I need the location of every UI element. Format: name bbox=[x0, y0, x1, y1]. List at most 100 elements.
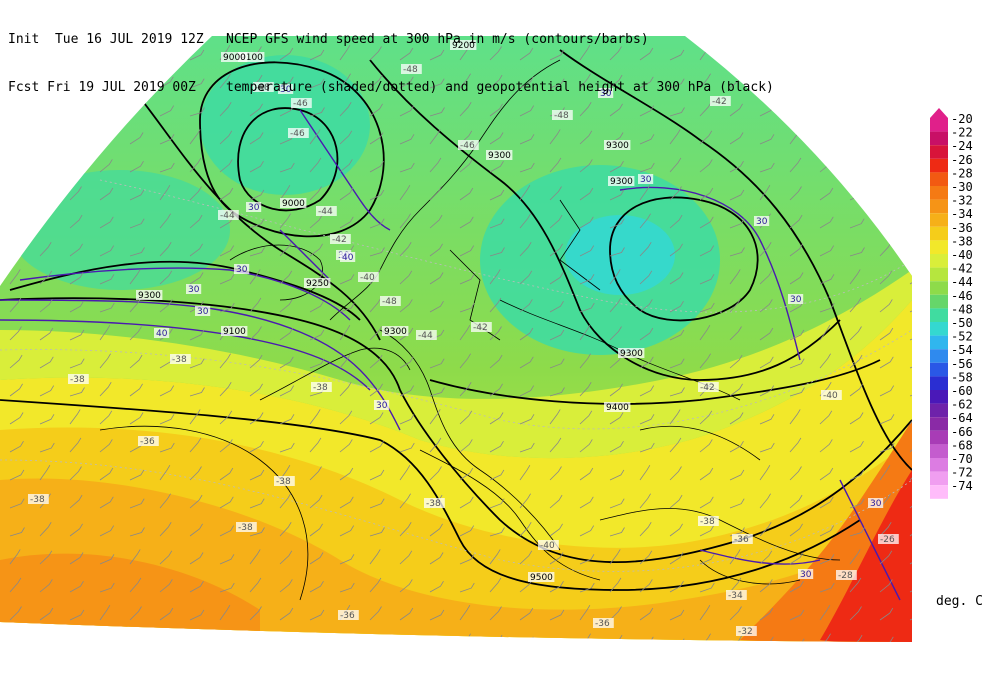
wind-barb bbox=[189, 243, 203, 257]
wind-barb bbox=[219, 73, 231, 89]
wind-barb bbox=[819, 410, 833, 425]
temperature-label: -38 bbox=[172, 355, 187, 365]
height-label-box bbox=[221, 326, 248, 336]
wind-barb bbox=[69, 494, 83, 509]
wind-speed-label: 30 bbox=[197, 307, 209, 317]
wind-barb bbox=[789, 466, 802, 481]
wind-barb bbox=[819, 496, 834, 509]
height-label: 9100 bbox=[223, 327, 246, 337]
wind-barb bbox=[39, 550, 53, 565]
colorbar-tick-label: -44 bbox=[951, 275, 973, 289]
wind-barb bbox=[69, 437, 82, 453]
wind-barb bbox=[789, 494, 803, 509]
wind-barb bbox=[429, 580, 444, 593]
wind-barb bbox=[249, 383, 263, 397]
wind-barb bbox=[849, 297, 862, 313]
wind-barb bbox=[549, 129, 561, 145]
wind-barb bbox=[579, 353, 591, 369]
wind-barb bbox=[759, 493, 771, 509]
wind-barb bbox=[129, 412, 144, 425]
colorbar-swatch bbox=[930, 186, 948, 200]
colorbar-swatch bbox=[930, 390, 948, 404]
wind-barb bbox=[429, 466, 442, 481]
colorbar-swatch bbox=[930, 172, 948, 186]
wind-barb bbox=[909, 580, 912, 593]
wind-barb bbox=[819, 554, 835, 565]
header-line-1: NCEP GFS wind speed at 300 hPa in m/s (c… bbox=[226, 32, 649, 47]
wind-barb bbox=[489, 269, 501, 285]
colorbar-tick-label: -62 bbox=[951, 398, 973, 412]
wind-barb bbox=[819, 582, 835, 593]
wind-barb bbox=[69, 552, 84, 565]
wind-barb bbox=[699, 467, 714, 481]
wind-barb bbox=[609, 46, 622, 61]
wind-barb bbox=[639, 47, 654, 61]
wind-barb bbox=[429, 78, 445, 89]
wind-barb bbox=[369, 46, 382, 61]
wind-barb bbox=[729, 549, 741, 565]
wind-barb bbox=[9, 189, 25, 201]
wind-barb bbox=[399, 162, 415, 173]
wind-barb bbox=[579, 216, 594, 229]
wind-barb bbox=[849, 160, 864, 173]
wind-barb bbox=[369, 383, 383, 397]
wind-barb bbox=[879, 579, 893, 593]
wind-barb bbox=[639, 270, 653, 285]
colorbar-tick-label: -52 bbox=[951, 330, 973, 344]
wind-barb bbox=[699, 353, 711, 369]
wind-barb bbox=[279, 385, 295, 397]
wind-barb bbox=[369, 634, 383, 642]
wind-barb bbox=[609, 160, 624, 173]
wind-barb bbox=[579, 381, 592, 397]
wind-barb bbox=[849, 132, 864, 145]
wind-barb bbox=[789, 638, 805, 642]
colorbar-swatch bbox=[930, 131, 948, 146]
wind-barb bbox=[759, 607, 774, 621]
temperature-label: -28 bbox=[838, 571, 853, 581]
wind-barb bbox=[369, 103, 383, 117]
height-label-box bbox=[136, 290, 163, 300]
temperature-label-box bbox=[710, 96, 731, 106]
wind-barb bbox=[159, 464, 171, 481]
colorbar-swatch bbox=[930, 254, 948, 268]
wind-speed-label-box bbox=[598, 88, 614, 98]
wind-speed-label-box bbox=[278, 84, 294, 94]
wind-barb bbox=[369, 577, 382, 593]
wind-barb bbox=[249, 549, 261, 565]
wind-barb bbox=[879, 636, 894, 642]
wind-barb bbox=[129, 577, 142, 593]
wind-barb bbox=[309, 329, 325, 341]
wind-barb bbox=[669, 409, 681, 425]
wind-barb bbox=[69, 157, 82, 173]
wind-barb bbox=[519, 327, 534, 341]
wind-barb bbox=[369, 498, 385, 509]
wind-barb bbox=[339, 582, 355, 593]
temperature-label: -26 bbox=[880, 535, 895, 545]
wind-barb bbox=[69, 214, 83, 229]
colorbar-swatch bbox=[930, 362, 948, 377]
wind-barb bbox=[309, 466, 322, 481]
wind-barb bbox=[69, 523, 83, 537]
wind-barb bbox=[429, 552, 444, 565]
wind-barb bbox=[549, 243, 563, 257]
temperature-label-box bbox=[170, 354, 191, 364]
wind-barb bbox=[429, 214, 443, 229]
wind-barb bbox=[519, 241, 532, 257]
wind-barb bbox=[9, 549, 21, 565]
wind-barb bbox=[909, 387, 912, 397]
wind-speed-label: 40 bbox=[156, 329, 168, 339]
wind-barb bbox=[579, 604, 591, 621]
wind-barb bbox=[549, 437, 562, 453]
wind-barb bbox=[459, 302, 475, 313]
wind-barb bbox=[339, 496, 354, 509]
wind-barb bbox=[519, 636, 534, 642]
temperature-label-box bbox=[380, 296, 401, 306]
wind-barb bbox=[759, 356, 774, 369]
wind-barb bbox=[129, 549, 141, 565]
wind-barb bbox=[489, 498, 505, 509]
wind-barb bbox=[399, 636, 414, 642]
wind-barb bbox=[579, 525, 595, 537]
wind-barb bbox=[279, 241, 292, 257]
wind-barb bbox=[729, 269, 741, 285]
wind-barb bbox=[129, 469, 145, 481]
